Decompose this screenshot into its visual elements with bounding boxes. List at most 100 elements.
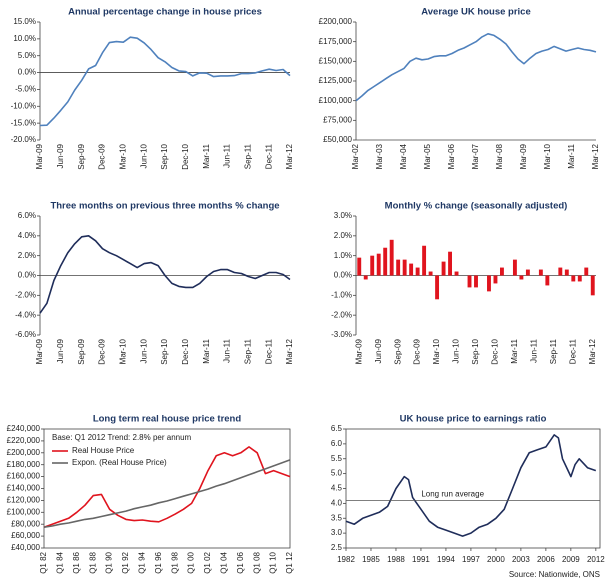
y-tick-label: 3.5 xyxy=(331,513,343,522)
y-tick-label: £125,000 xyxy=(319,76,353,85)
x-tick-label: 2006 xyxy=(537,555,555,564)
x-tick-label: Mar-09 xyxy=(35,143,44,169)
y-tick-label: -20.0% xyxy=(11,135,36,144)
y-tick-label: £180,000 xyxy=(7,460,41,469)
x-tick-label: Mar-02 xyxy=(351,143,360,169)
y-tick-label: -2.0% xyxy=(331,310,352,319)
x-tick-label: Dec-09 xyxy=(413,338,422,364)
x-tick-label: Mar-08 xyxy=(495,143,504,169)
y-tick-label: 6.5 xyxy=(331,424,343,433)
x-tick-label: Mar-11 xyxy=(202,143,211,168)
y-tick-label: -2.0% xyxy=(15,290,36,299)
x-tick-label: Q1 04 xyxy=(220,551,229,573)
chart-title: Annual percentage change in house prices xyxy=(68,7,262,18)
bar xyxy=(389,239,394,276)
x-tick-label: Dec-10 xyxy=(181,338,190,364)
y-tick-label: 10.0% xyxy=(13,34,36,43)
bar xyxy=(519,275,524,280)
x-tick-label: Mar-11 xyxy=(510,338,519,363)
x-tick-label: Jun-10 xyxy=(139,143,148,168)
x-tick-label: Q1 00 xyxy=(187,551,196,573)
line-series xyxy=(39,36,291,127)
bar xyxy=(474,275,478,288)
x-tick-label: Mar-07 xyxy=(471,143,480,169)
line-series xyxy=(43,459,291,528)
bar xyxy=(370,255,375,276)
bar xyxy=(357,257,362,276)
x-tick-label: Mar-09 xyxy=(35,338,44,364)
y-tick-label: £100,000 xyxy=(7,507,41,516)
x-tick-label: Mar-10 xyxy=(432,338,441,364)
bar xyxy=(409,263,414,276)
chart-title: Three months on previous three months % … xyxy=(50,201,279,212)
x-tick-label: Q1 82 xyxy=(39,551,48,573)
x-tick-label: Dec-11 xyxy=(568,338,577,364)
x-tick-label: Mar-06 xyxy=(447,143,456,169)
annotation: Base: Q1 2012 Trend: 2.8% per annum xyxy=(52,433,192,442)
x-tick-label: Jun-11 xyxy=(223,143,232,167)
bar xyxy=(577,275,582,282)
y-tick-label: £120,000 xyxy=(7,496,41,505)
y-tick-label: 6.0 xyxy=(331,439,343,448)
reference-label: Long run average xyxy=(421,490,484,499)
bar xyxy=(396,259,401,276)
legend-label: Expon. (Real House Price) xyxy=(72,458,167,467)
x-tick-label: Jun-09 xyxy=(56,338,65,363)
x-tick-label: Jun-09 xyxy=(374,338,383,363)
y-tick-label: 0.0% xyxy=(334,271,352,280)
x-tick-label: Dec-10 xyxy=(181,143,190,169)
x-tick-label: 1982 xyxy=(337,555,355,564)
x-tick-label: Q1 86 xyxy=(72,551,81,573)
x-tick-label: Mar-05 xyxy=(423,143,432,169)
x-tick-label: Jun-11 xyxy=(529,338,538,362)
y-tick-label: -5.0% xyxy=(15,85,36,94)
y-tick-label: -3.0% xyxy=(331,330,352,339)
bar xyxy=(487,275,491,292)
x-tick-label: 1985 xyxy=(362,555,380,564)
chart-title: Monthly % change (seasonally adjusted) xyxy=(385,201,568,212)
bar xyxy=(525,269,530,276)
bar xyxy=(558,267,563,276)
y-tick-label: £220,000 xyxy=(7,436,41,445)
x-tick-label: Dec-10 xyxy=(491,338,500,364)
x-tick-label: Sep-11 xyxy=(243,143,252,169)
y-tick-label: 0.0% xyxy=(18,68,36,77)
x-tick-label: Sep-09 xyxy=(393,338,402,364)
x-tick-label: Sep-09 xyxy=(77,143,86,169)
x-tick-label: Q1 10 xyxy=(269,551,278,573)
y-tick-label: 5.0% xyxy=(18,51,36,60)
x-tick-label: Q1 08 xyxy=(252,551,261,573)
y-tick-label: £100,000 xyxy=(319,96,353,105)
y-tick-label: £50,000 xyxy=(323,135,352,144)
x-tick-label: Dec-09 xyxy=(98,143,107,169)
x-tick-label: 1991 xyxy=(412,555,430,564)
x-tick-label: Dec-09 xyxy=(98,338,107,364)
bar xyxy=(571,275,576,282)
bar xyxy=(415,267,420,276)
x-tick-label: Jun-09 xyxy=(56,143,65,168)
y-tick-label: 2.0% xyxy=(18,251,36,260)
x-tick-label: Sep-10 xyxy=(160,338,169,364)
y-tick-label: 2.0% xyxy=(334,231,352,240)
x-tick-label: 1997 xyxy=(462,555,480,564)
x-tick-label: Sep-10 xyxy=(160,143,169,169)
x-tick-label: Q1 02 xyxy=(203,551,212,573)
x-tick-label: Dec-11 xyxy=(264,338,273,364)
y-tick-label: 4.5 xyxy=(331,484,343,493)
y-tick-label: 2.5 xyxy=(331,543,343,552)
y-tick-label: 5.0 xyxy=(331,469,343,478)
x-tick-label: Mar-04 xyxy=(399,143,408,169)
y-tick-label: £80,000 xyxy=(11,519,40,528)
x-tick-label: Jun-10 xyxy=(139,338,148,363)
x-tick-label: Mar-12 xyxy=(588,338,597,364)
bar xyxy=(435,275,440,300)
x-tick-label: Mar-03 xyxy=(375,143,384,169)
bar xyxy=(512,259,517,276)
bar xyxy=(376,253,381,276)
y-tick-label: £75,000 xyxy=(323,115,352,124)
line-series xyxy=(355,33,597,102)
line-series xyxy=(43,446,291,528)
x-tick-label: Dec-11 xyxy=(264,143,273,169)
bar xyxy=(545,275,550,286)
x-tick-label: Q1 84 xyxy=(56,551,65,573)
